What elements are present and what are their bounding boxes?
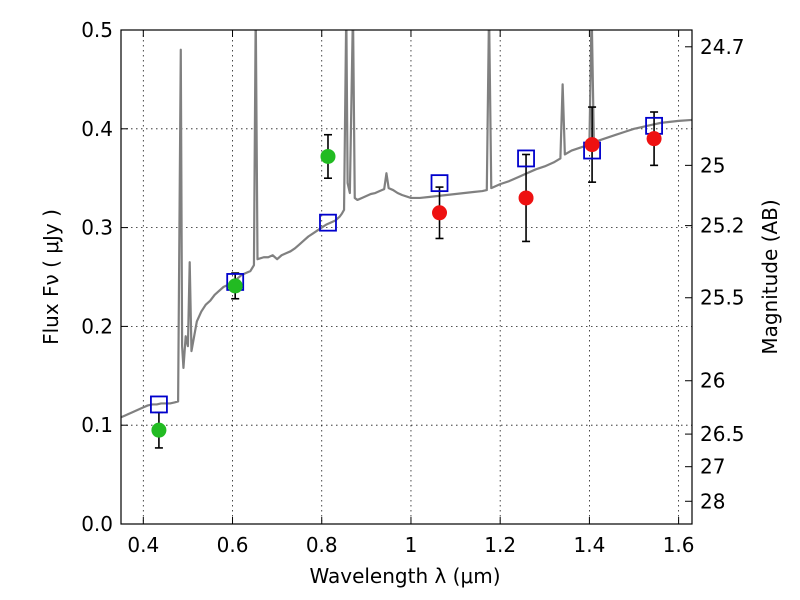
x-axis-label: Wavelength λ (μm)	[309, 564, 500, 588]
green-point	[151, 422, 167, 438]
x-tick-label: 1	[405, 533, 418, 557]
x-tick-label: 0.6	[217, 533, 249, 557]
x-tick-label: 1.2	[484, 533, 516, 557]
model-box	[430, 174, 449, 193]
spectrum-path	[121, 30, 692, 419]
axes-frame	[120, 29, 693, 525]
photometry-points	[151, 131, 662, 438]
right-axis-label: Magnitude (AB)	[758, 199, 782, 354]
error-bars	[154, 106, 659, 449]
y-tick-label: 0.0	[81, 512, 113, 536]
right-tick-label: 24.7	[700, 35, 745, 59]
y-axis-label: Flux Fν ( μJy )	[39, 209, 63, 345]
green-point	[227, 278, 243, 294]
red-point	[518, 190, 534, 206]
model-box	[517, 149, 535, 168]
spectrum-line	[121, 30, 692, 419]
model-boxes	[150, 116, 663, 414]
y-tick-label: 0.5	[81, 18, 113, 42]
right-tick-label: 26.5	[700, 422, 745, 446]
right-tick-label: 25	[700, 153, 725, 177]
model-box	[150, 395, 168, 414]
grid	[121, 30, 692, 524]
y-tick-label: 0.3	[81, 216, 113, 240]
x-tick-label: 0.8	[306, 533, 338, 557]
ticks: 0.4 0.6 0.8 1 1.2 1.4 1.6 0.0 0.1 0.2 0.3 0.4 0.5 24.…	[81, 18, 744, 557]
red-point	[432, 205, 448, 221]
right-tick-label: 25.5	[700, 286, 745, 310]
x-tick-label: 1.6	[663, 533, 695, 557]
plot-frame	[120, 29, 693, 525]
y-tick-label: 0.4	[81, 117, 113, 141]
right-tick-label: 27	[700, 455, 725, 479]
red-point	[646, 131, 662, 147]
x-tick-label: 0.4	[127, 533, 159, 557]
green-point	[320, 148, 336, 164]
y-tick-label: 0.2	[81, 314, 113, 338]
red-point	[584, 137, 600, 153]
model-box	[319, 213, 337, 232]
x-tick-label: 1.4	[573, 533, 605, 557]
right-tick-label: 25.2	[700, 214, 745, 238]
right-tick-label: 28	[700, 489, 725, 513]
y-tick-label: 0.1	[81, 413, 113, 437]
right-tick-label: 26	[700, 369, 725, 393]
